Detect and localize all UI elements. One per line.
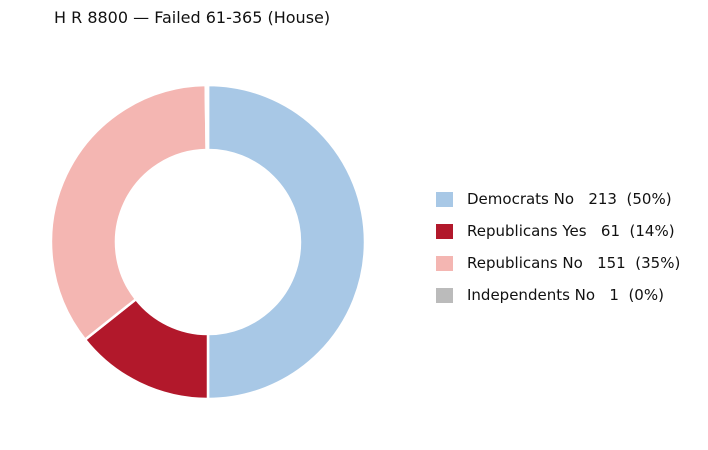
legend-label: Democrats No 213 (50%)	[467, 190, 672, 208]
legend-label: Republicans Yes 61 (14%)	[467, 222, 675, 240]
legend-item: Independents No 1 (0%)	[436, 279, 680, 311]
chart-title: H R 8800 — Failed 61-365 (House)	[54, 8, 331, 27]
legend-swatch	[436, 223, 453, 239]
donut-chart	[49, 83, 367, 401]
legend-item: Republicans Yes 61 (14%)	[436, 215, 680, 247]
legend-label: Republicans No 151 (35%)	[467, 254, 681, 272]
legend-swatch	[436, 287, 453, 303]
donut-slice-republicans-no	[49, 83, 208, 342]
legend-item: Democrats No 213 (50%)	[436, 183, 680, 215]
legend-item: Republicans No 151 (35%)	[436, 247, 680, 279]
chart-legend: Democrats No 213 (50%) Republicans Yes 61…	[436, 183, 680, 311]
legend-swatch	[436, 191, 453, 207]
legend-label: Independents No 1 (0%)	[467, 286, 664, 304]
legend-swatch	[436, 255, 453, 271]
donut-slice-democrats-no	[206, 83, 367, 401]
donut-slice-independents-no	[204, 83, 210, 152]
